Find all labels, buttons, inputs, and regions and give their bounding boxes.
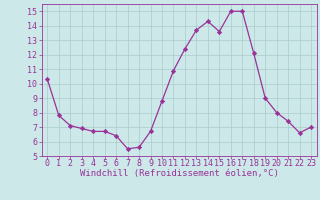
X-axis label: Windchill (Refroidissement éolien,°C): Windchill (Refroidissement éolien,°C) [80,169,279,178]
